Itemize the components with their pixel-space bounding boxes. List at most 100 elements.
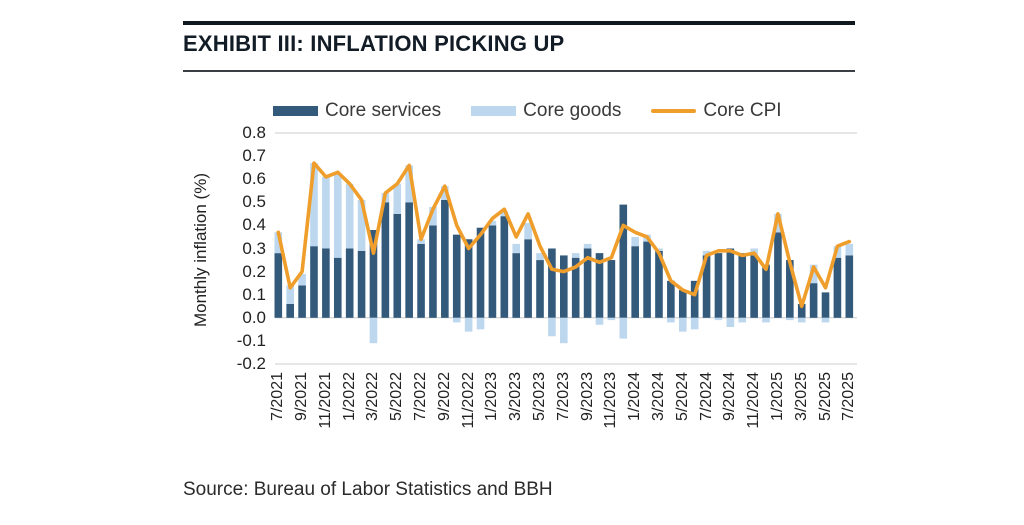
bar-core-goods-negative [821,317,830,323]
x-tick-label: 9/2023 [578,372,596,421]
x-tick-label: 9/2024 [721,372,739,421]
bar-core-services [571,257,580,318]
x-tick-label: 1/2022 [340,372,358,421]
x-tick-label: 1/2025 [768,372,786,421]
x-tick-label: 7/2022 [412,372,430,421]
bar-core-services [548,248,556,318]
bar-core-services [655,250,663,318]
legend-item-core-goods: Core goods [471,100,621,122]
bar-core-goods [488,220,497,226]
bar-core-goods [571,253,580,258]
x-tick-label: 7/2025 [840,372,858,421]
x-tick-label: 3/2024 [649,372,667,421]
bar-core-services [726,248,735,318]
bar-core-services [274,253,283,318]
bar-core-goods [845,243,854,256]
legend-item-core-services: Core services [273,100,441,122]
x-tick-label: 5/2024 [673,372,691,421]
bar-core-goods [429,206,437,226]
bar-core-goods [405,165,413,203]
y-tick-label: 0.4 [242,215,266,235]
page-title: EXHIBIT III: INFLATION PICKING UP [183,31,565,56]
bar-core-goods [393,183,402,214]
bar-core-goods [809,264,818,284]
bar-core-services [441,199,449,318]
bar-core-services [298,285,306,318]
bar-core-services [512,253,521,318]
y-tick-label: 0.7 [242,146,266,166]
x-tick-label: 7/2021 [269,372,287,421]
x-tick-label: 3/2023 [507,372,525,421]
y-tick-label: 0.3 [242,238,266,258]
bar-core-services [405,202,413,318]
bar-core-goods [298,273,306,286]
x-tick-label: 5/2025 [816,372,834,421]
bar-core-goods [310,163,318,247]
bar-core-goods [524,223,532,240]
bar-core-services [750,255,758,318]
x-tick-label: 11/2021 [316,372,334,429]
bar-core-services [774,232,782,318]
bar-core-goods [274,232,283,254]
x-tick-label: 5/2023 [531,372,548,421]
x-tick-label: 7/2023 [554,372,572,421]
bar-core-services [738,253,747,318]
bar-core-services [345,248,354,318]
bar-core-services [643,241,651,318]
bar-core-goods [631,236,639,247]
bar-core-services [702,255,711,318]
bar-core-goods-negative [369,317,378,344]
bar-core-services [631,246,639,318]
bar-core-goods-negative [762,317,770,323]
x-tick-label: 3/2022 [364,372,382,421]
bar-core-services [619,204,628,318]
x-tick-label: 11/2022 [459,372,477,429]
bar-core-services [714,253,723,318]
bar-core-services [797,303,806,318]
bar-core-goods-negative [464,317,473,332]
core-goods-swatch-icon [471,106,517,116]
title-top-rule [183,21,855,25]
bar-core-services [488,225,497,318]
bar-core-services [286,303,294,318]
bar-core-goods-negative [786,317,794,321]
bar-core-services [667,280,675,318]
bar-core-services [809,283,818,318]
bar-core-services [762,264,770,318]
bar-core-goods [417,239,425,244]
bar-core-services [357,250,366,318]
bar-core-goods [345,183,354,249]
bar-core-goods-negative [595,317,604,325]
bar-core-services [393,213,402,318]
inflation-chart-plot-area [274,132,857,365]
bar-core-services [417,243,425,318]
bar-core-goods-negative [607,317,616,321]
bar-core-services [322,248,330,318]
bar-core-goods [286,285,294,304]
bar-core-services [845,255,854,318]
y-tick-label: 0.2 [242,261,266,281]
bar-core-goods [357,199,366,251]
bar-core-goods [441,186,449,200]
bar-core-services [369,230,378,318]
bar-core-goods-negative [690,317,699,330]
y-tick-label: -0.1 [236,330,266,350]
bar-core-services [583,248,592,318]
bar-core-goods [500,211,509,217]
y-tick-label: 0.0 [242,307,266,327]
core-cpi-line-swatch-icon [651,109,697,113]
bar-core-services [333,257,342,318]
bar-core-services [500,216,509,318]
bar-core-goods-negative [548,317,556,337]
y-tick-label: 0.8 [242,123,266,142]
y-tick-label: 0.6 [242,169,266,189]
bar-core-services [381,202,390,318]
legend-label-core-goods: Core goods [523,100,622,121]
bar-core-services [560,255,568,318]
legend-item-core-cpi: Core CPI [651,100,782,122]
x-tick-label: 3/2025 [792,372,810,421]
x-tick-label: 9/2021 [293,372,311,421]
source-attribution: Source: Bureau of Labor Statistics and B… [183,479,553,500]
bar-core-goods-negative [678,317,687,332]
bar-core-goods-negative [726,317,735,328]
